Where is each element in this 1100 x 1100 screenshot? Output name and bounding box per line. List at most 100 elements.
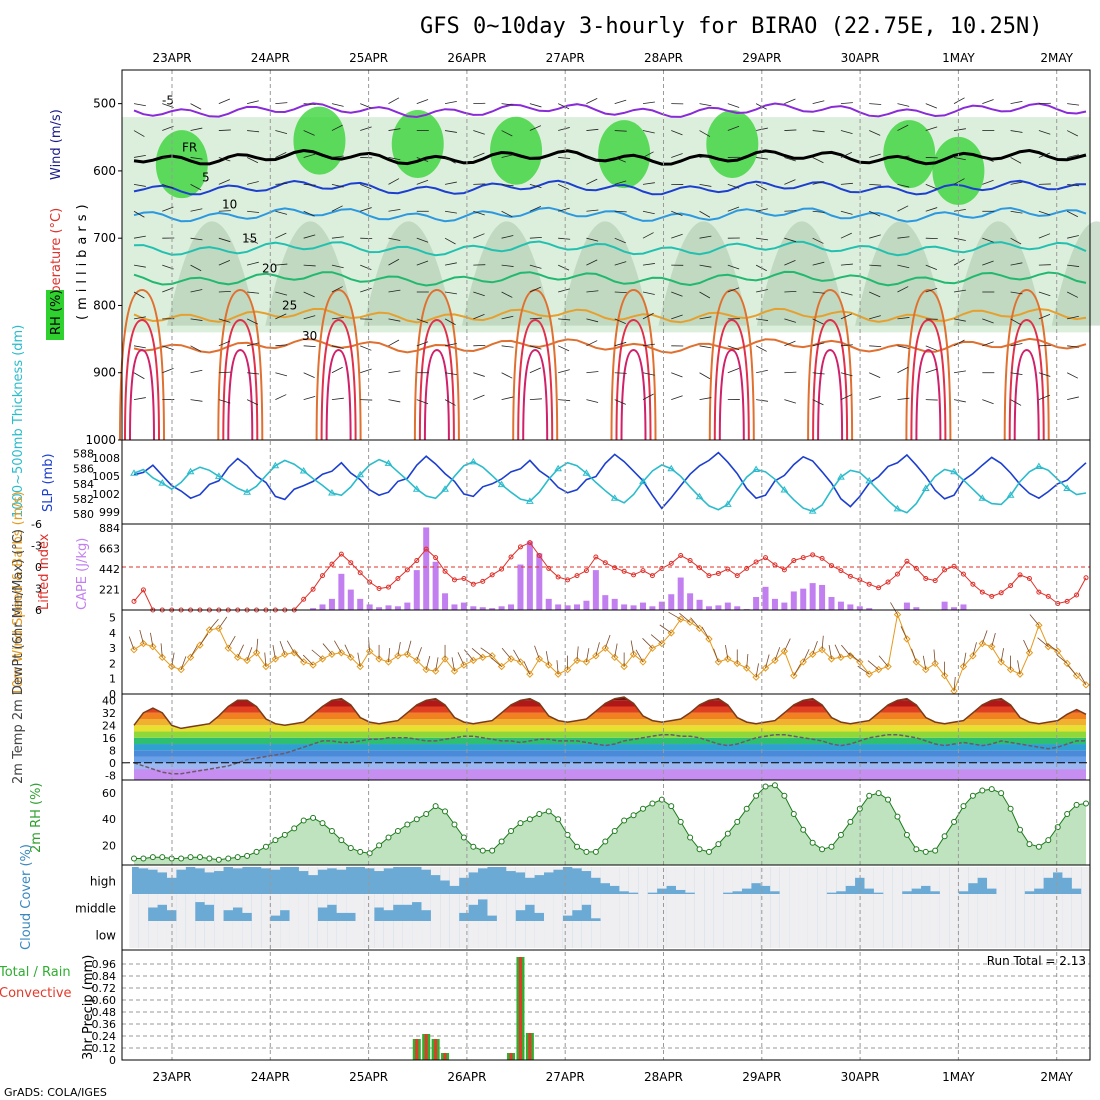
wind-marker <box>1072 671 1081 680</box>
cloud-clear-block <box>534 921 545 948</box>
cape-bar <box>621 604 628 610</box>
wind-barb <box>133 264 146 268</box>
rh2m-marker <box>536 811 543 817</box>
wind-barb-10m <box>286 640 295 653</box>
wind-barb-10m <box>523 661 531 675</box>
rh2m-marker <box>875 790 882 797</box>
panel-frame-precip <box>121 949 1091 1061</box>
date-tick-top: 25APR <box>349 51 388 65</box>
wind-barb <box>133 183 146 187</box>
wind-marker <box>752 673 760 681</box>
wind-barb <box>416 179 429 185</box>
temp-arch <box>708 288 755 441</box>
cloud-clear-block <box>129 894 139 921</box>
rh-plume <box>167 221 257 326</box>
wind-barb <box>360 103 372 109</box>
wind-barb <box>1038 130 1051 135</box>
wind-barb <box>1067 103 1080 106</box>
wind-barb <box>388 97 400 104</box>
cape-bar <box>574 604 581 610</box>
cape-bar <box>328 598 335 610</box>
wind-marker <box>988 642 996 651</box>
cloud-clear-block <box>657 921 667 948</box>
cloud-clear-block <box>1081 867 1091 894</box>
li-marker <box>763 555 769 561</box>
cape-bar <box>856 606 863 610</box>
wind-barb <box>303 153 316 158</box>
wind-barb-10m <box>279 640 286 655</box>
wind-barb <box>190 399 203 402</box>
wind-barb-10m <box>1017 660 1021 675</box>
wind-barb <box>953 289 966 293</box>
wind-barb-10m <box>128 636 135 650</box>
wind-barb-10m <box>900 626 908 640</box>
cloud-clear-block <box>355 894 365 921</box>
cloud-clear-block <box>921 921 931 948</box>
rh2m-marker <box>385 834 392 841</box>
wind-barb <box>1010 210 1023 214</box>
wind-barb <box>360 264 372 270</box>
wind-barb <box>840 313 852 320</box>
wind-barb <box>529 367 542 374</box>
temp-arch <box>905 288 952 441</box>
wind-barb <box>1010 291 1023 295</box>
wind-barb <box>558 288 570 293</box>
rh2m-marker <box>357 848 364 855</box>
wind-barb <box>303 103 316 105</box>
temp-band <box>134 756 1086 763</box>
wind-barb <box>1038 394 1051 401</box>
cloud-clear-block <box>987 921 997 948</box>
cloud-clear-block <box>166 867 177 878</box>
wind-barb <box>133 103 146 107</box>
cloud-clear-block <box>675 921 686 948</box>
wind-barb <box>812 130 825 133</box>
li-marker <box>772 562 778 568</box>
cloud-clear-block <box>789 894 799 921</box>
wind-barb <box>218 318 231 323</box>
cloud-clear-block <box>506 867 516 872</box>
wind-barb <box>586 318 599 323</box>
cape-bar <box>470 606 477 610</box>
wind-barb <box>614 399 626 405</box>
rh2m-marker <box>762 783 769 790</box>
wind-marker <box>592 652 600 660</box>
wind-barb-10m <box>642 637 653 649</box>
li-marker <box>536 553 542 559</box>
wind-barb <box>982 399 994 405</box>
cloud-clear-block <box>939 867 950 894</box>
wind-barb <box>331 205 343 212</box>
rh2m-marker <box>1083 800 1089 807</box>
wind-barb-10m <box>1029 614 1040 626</box>
li-marker <box>140 587 146 593</box>
cloud-clear-block <box>770 867 780 892</box>
li-tick: 6 <box>35 604 42 617</box>
cloud-clear-block <box>977 921 988 948</box>
wind-marker <box>469 656 478 665</box>
wind-barb <box>133 316 146 320</box>
isotherm-6 <box>133 307 1087 324</box>
cape-bar <box>394 606 401 610</box>
li-marker <box>923 575 929 581</box>
thickness-tick: 584 <box>73 478 94 491</box>
thickness-marker <box>214 472 223 479</box>
cloud-clear-block <box>261 867 271 869</box>
rh2m-marker <box>753 792 760 799</box>
cloud-clear-block <box>873 921 884 948</box>
rh2m-marker <box>394 828 401 834</box>
rh2m-marker <box>479 847 486 854</box>
wind-barb <box>473 233 485 239</box>
wind-barb <box>614 261 627 266</box>
wind-barb <box>869 153 881 158</box>
rh2m-marker <box>432 803 439 810</box>
li-marker <box>480 578 486 584</box>
wind-marker <box>431 667 440 675</box>
wind-marker <box>818 646 826 654</box>
wind-barb <box>218 237 231 243</box>
wind-barb <box>953 157 966 161</box>
wind-barb <box>501 345 514 348</box>
wind-barb <box>982 260 994 266</box>
wind-marker <box>884 662 892 671</box>
cloud-clear-block <box>1043 894 1054 921</box>
wind-barb <box>416 341 429 347</box>
li-marker <box>678 553 684 559</box>
